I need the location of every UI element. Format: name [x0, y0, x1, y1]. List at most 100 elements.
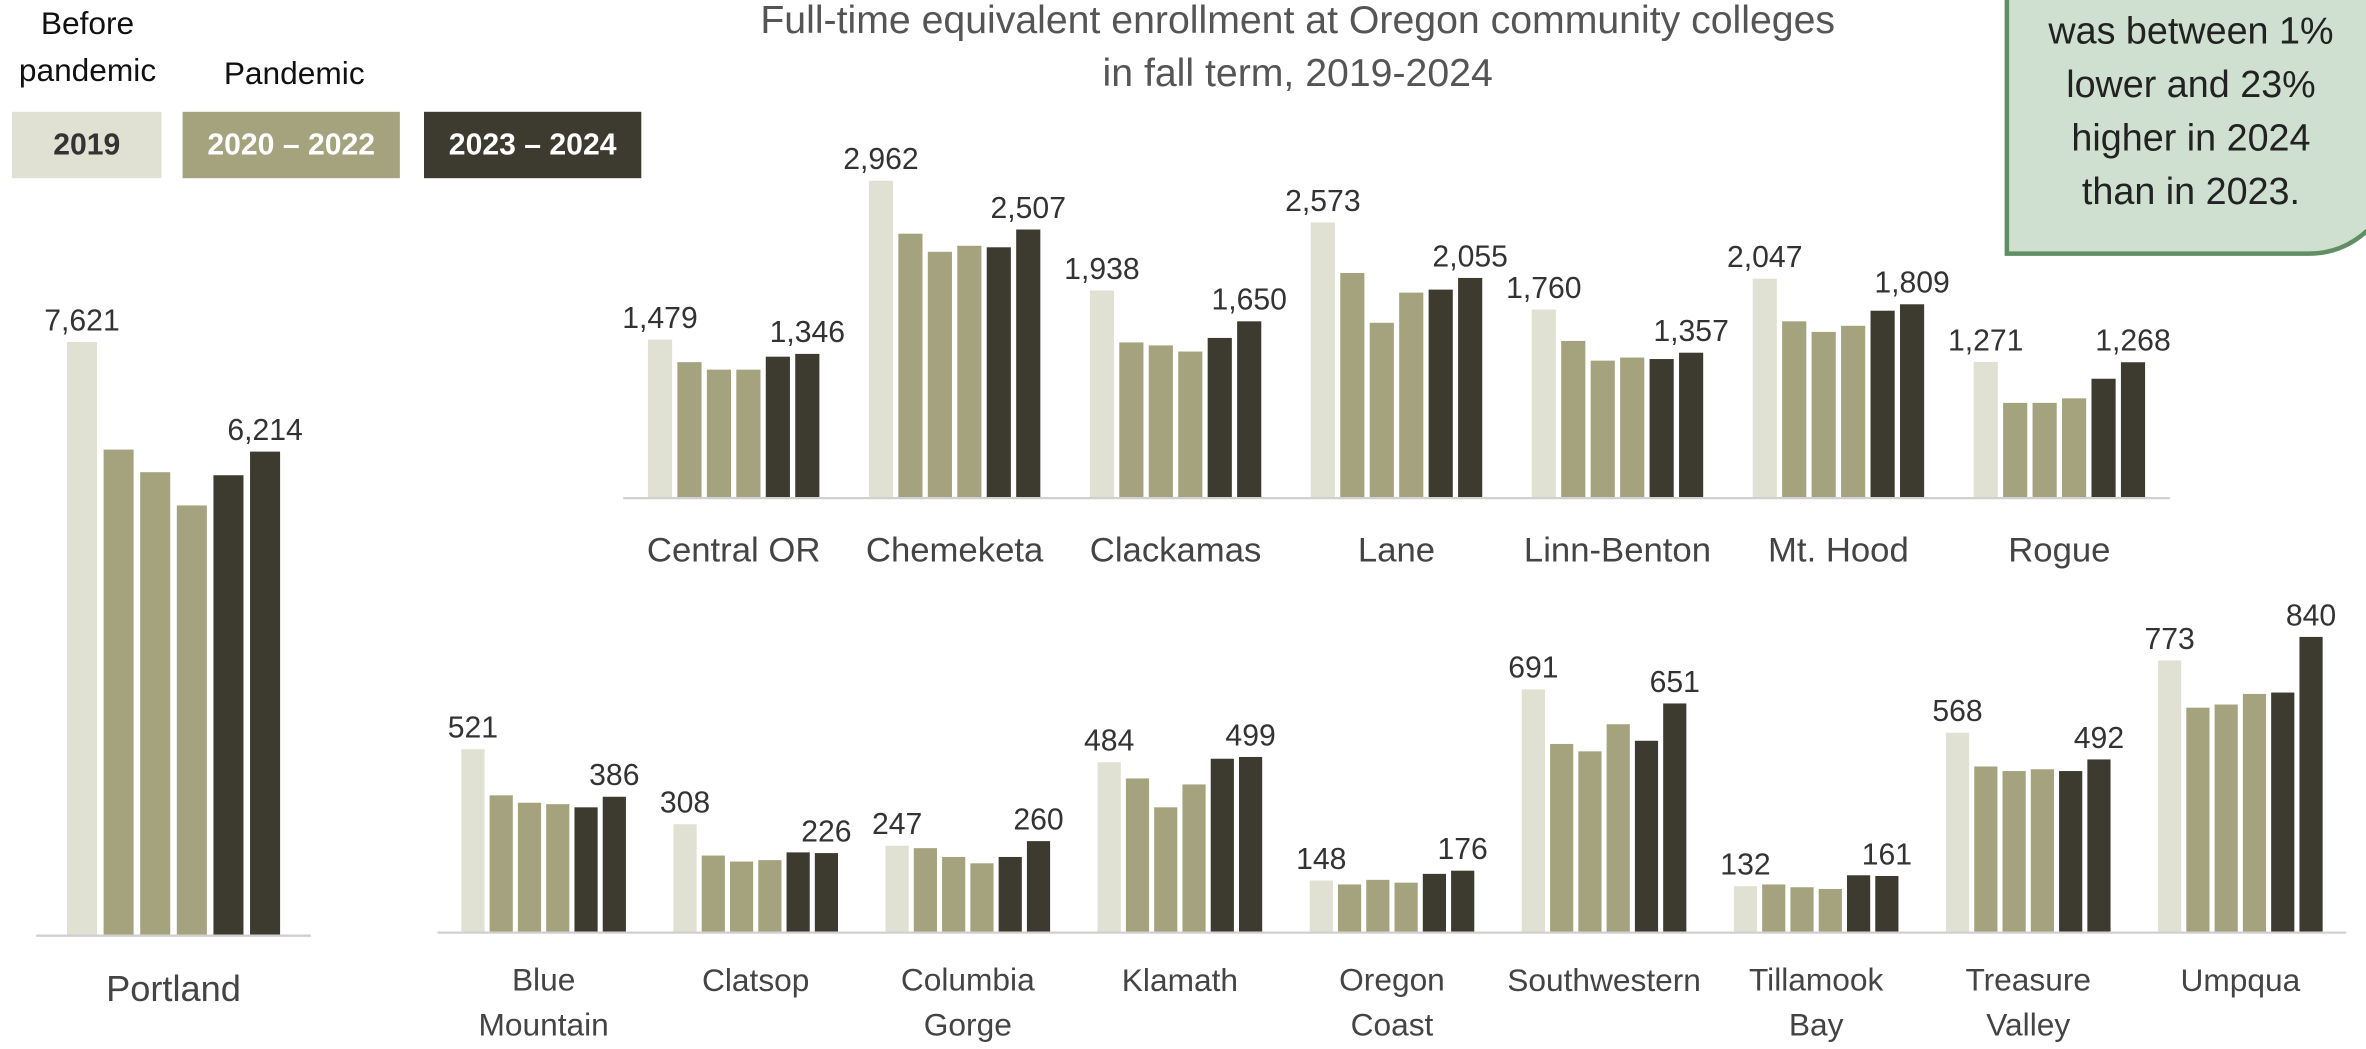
value-label: 1,938 — [1064, 253, 1139, 286]
bar — [2271, 692, 2295, 933]
bar — [1422, 873, 1446, 933]
value-label: 2,507 — [991, 192, 1066, 225]
value-label: 2,962 — [843, 143, 918, 176]
bar — [1016, 229, 1041, 499]
bar — [2186, 707, 2210, 933]
bar — [942, 856, 966, 933]
bar — [1899, 304, 1925, 499]
value-label: 484 — [1084, 725, 1134, 758]
value-label: 226 — [801, 815, 851, 848]
value-label: 1,809 — [1874, 267, 1949, 300]
bar — [1369, 322, 1394, 499]
bar — [2299, 636, 2323, 933]
value-label: 1,650 — [1211, 284, 1286, 317]
bar — [602, 796, 626, 933]
category-label: Portland — [106, 968, 241, 1009]
callout-text: lower and 23% — [2066, 63, 2316, 105]
bar — [574, 807, 598, 933]
legend-swatch — [12, 111, 162, 179]
category-label: Rogue — [2008, 532, 2110, 570]
category-label: Chemeketa — [866, 532, 1044, 570]
bar — [1428, 289, 1453, 499]
value-label: 260 — [1013, 803, 1063, 836]
bar — [736, 369, 761, 499]
bar — [814, 853, 839, 933]
bar — [1148, 345, 1173, 499]
bar — [213, 475, 244, 936]
bar — [461, 749, 485, 933]
bar — [103, 449, 134, 936]
bar — [1620, 357, 1645, 499]
bar — [546, 804, 570, 933]
value-label: 132 — [1720, 849, 1770, 882]
bar — [517, 802, 542, 933]
bar — [1974, 766, 1998, 933]
value-label: 568 — [1932, 695, 1982, 728]
bar — [1097, 762, 1121, 933]
legend-label: 2019 — [53, 128, 120, 161]
bar — [1458, 277, 1483, 499]
value-label: 1,760 — [1506, 272, 1581, 305]
bar — [1089, 290, 1114, 499]
bar — [2003, 402, 2028, 499]
bar — [1451, 870, 1475, 933]
value-label: 499 — [1225, 719, 1275, 752]
category-label-line: Valley — [1986, 1007, 2070, 1043]
bar — [701, 855, 725, 933]
value-label: 386 — [589, 759, 639, 792]
bar — [1870, 310, 1895, 499]
bar — [1762, 884, 1786, 933]
value-label: 1,271 — [1948, 324, 2023, 357]
bar — [1531, 309, 1556, 499]
bar — [1340, 273, 1365, 499]
callout-text: higher in 2024 — [2071, 116, 2310, 158]
bar — [998, 856, 1022, 933]
category-label: Lane — [1358, 532, 1435, 570]
bar — [2087, 759, 2111, 933]
category-label: Columbia Gorge — [901, 962, 1035, 1043]
category-label: Blue Mountain — [478, 962, 608, 1043]
legend-swatch — [424, 111, 642, 179]
bar — [2158, 660, 2182, 933]
bar — [1790, 887, 1814, 933]
bar — [1239, 756, 1263, 933]
bar — [1337, 884, 1362, 933]
value-label: 1,346 — [770, 316, 845, 349]
bar — [140, 472, 171, 936]
bar — [2030, 769, 2054, 933]
bar — [986, 247, 1011, 499]
bar — [1119, 342, 1144, 499]
bar — [1182, 784, 1206, 933]
bar — [1210, 758, 1234, 933]
value-label: 1,479 — [622, 302, 697, 335]
bar — [673, 824, 697, 933]
bar — [885, 845, 909, 933]
category-label-line: Columbia — [901, 962, 1035, 998]
bar — [2032, 402, 2057, 499]
bar — [1578, 751, 1602, 933]
bar — [1399, 292, 1424, 499]
bar — [1811, 331, 1836, 499]
value-label: 773 — [2144, 623, 2194, 656]
bar — [1125, 778, 1150, 933]
category-label-line: Bay — [1789, 1007, 1844, 1043]
category-label-line: Mountain — [478, 1007, 608, 1043]
bar — [1945, 732, 1970, 933]
category-label-line: Coast — [1351, 1007, 1434, 1043]
bar — [2059, 771, 2083, 933]
chart-title: in fall term, 2019-2024 — [1103, 51, 1493, 95]
bar — [1663, 703, 1687, 933]
category-label: Clackamas — [1090, 532, 1262, 570]
category-label: Treasure Valley — [1965, 962, 2091, 1043]
bar — [1590, 360, 1615, 499]
bar — [66, 342, 97, 936]
bar — [1521, 689, 1545, 933]
value-label: 247 — [872, 808, 922, 841]
bar — [1649, 359, 1674, 499]
legend-heading: pandemic — [19, 52, 156, 88]
value-label: 2,055 — [1432, 240, 1507, 273]
category-label-line: Tillamook — [1749, 962, 1884, 998]
bar — [1782, 321, 1807, 499]
category-label: Klamath — [1122, 962, 1238, 998]
